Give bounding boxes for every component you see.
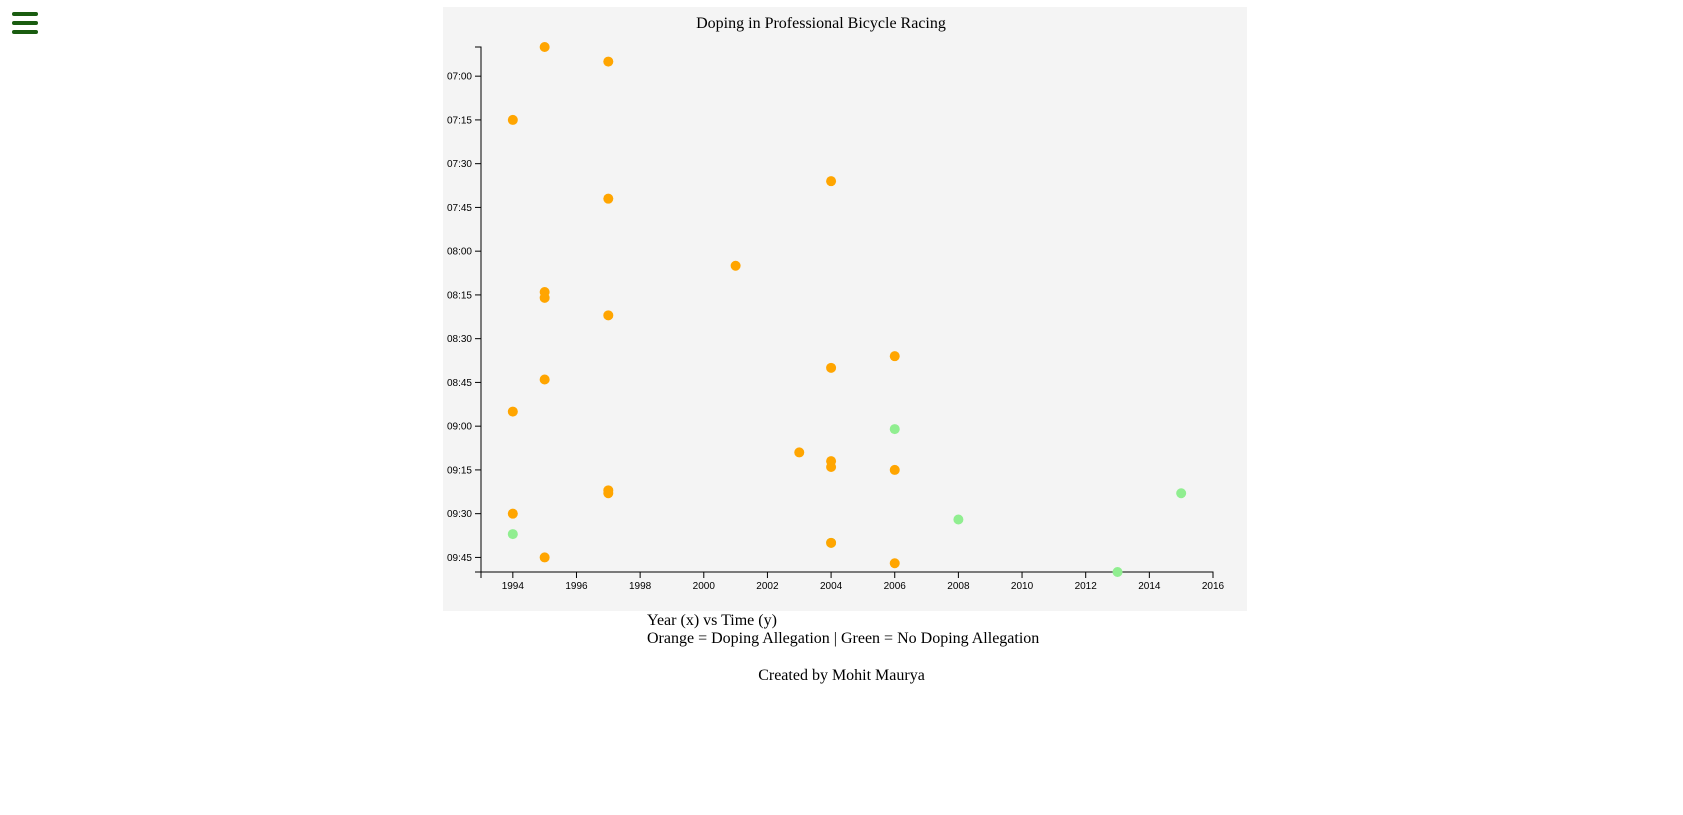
data-point-doping[interactable] [507,508,518,519]
data-point-doping[interactable] [603,56,614,67]
data-point-doping[interactable] [539,552,550,563]
x-tick-label: 2004 [820,581,843,592]
data-point-doping[interactable] [889,464,900,475]
hamburger-menu-icon[interactable] [12,12,38,34]
y-tick-label: 07:45 [447,203,472,214]
x-tick-label: 2002 [756,581,779,592]
data-point-no-doping[interactable] [1112,567,1123,577]
x-tick-label: 1994 [502,581,525,592]
y-tick-label: 08:00 [447,247,472,258]
y-tick-label: 07:15 [447,115,472,126]
data-point-doping[interactable] [603,310,614,321]
data-point-doping[interactable] [826,176,837,187]
x-tick-label: 2016 [1202,581,1225,592]
x-tick-label: 2012 [1075,581,1098,592]
credit-line: Created by Mohit Maurya [758,667,925,684]
x-axis-line [480,571,1214,578]
x-tick-label: 1996 [565,581,588,592]
y-tick-label: 08:45 [447,378,472,389]
x-tick-label: 2014 [1138,581,1161,592]
caption-axes: Year (x) vs Time (y) [647,612,777,629]
data-point-doping[interactable] [539,292,550,303]
data-point-doping[interactable] [826,362,837,373]
y-tick-label: 08:30 [447,334,472,345]
x-tick-label: 2010 [1011,581,1034,592]
y-tick-label: 09:45 [447,553,472,564]
y-tick-label: 09:30 [447,509,472,520]
data-point-doping[interactable] [826,537,837,548]
data-point-doping[interactable] [507,114,518,125]
chart-caption: Year (x) vs Time (y) Orange = Doping All… [647,612,1039,648]
data-point-doping[interactable] [507,406,518,417]
data-point-doping[interactable] [794,447,805,458]
menu-bar [12,12,38,16]
data-point-doping[interactable] [826,462,837,472]
y-axis-line [475,46,482,573]
data-point-no-doping[interactable] [507,529,518,540]
y-tick-label: 08:15 [447,290,472,301]
data-point-doping[interactable] [889,351,900,362]
data-points [507,42,1187,577]
data-point-no-doping[interactable] [889,424,900,435]
scatter-chart: Doping in Professional Bicycle Racing 19… [447,15,1225,592]
x-axis: 1994 1996 1998 2000 2002 2004 2006 2008 2010 2012… [480,571,1225,592]
data-point-no-doping[interactable] [953,514,964,525]
y-tick-label: 07:30 [447,159,472,170]
y-tick-label: 07:00 [447,72,472,83]
data-point-doping[interactable] [539,374,550,385]
x-tick-label: 2006 [884,581,907,592]
chart-panel: Doping in Professional Bicycle Racing 19… [443,7,1247,611]
data-point-doping[interactable] [539,42,550,52]
data-point-doping[interactable] [603,193,614,204]
data-point-doping[interactable] [730,260,741,271]
y-tick-label: 09:15 [447,465,472,476]
menu-bar [12,21,38,25]
x-tick-label: 2008 [947,581,970,592]
y-axis: 07:00 07:15 07:30 07:45 08:00 08:15 08:30 08:45… [447,46,482,573]
chart-title: Doping in Professional Bicycle Racing [696,15,946,32]
y-tick-label: 09:00 [447,422,472,433]
data-point-no-doping[interactable] [1176,488,1187,499]
data-point-doping[interactable] [889,558,900,569]
data-point-doping[interactable] [603,488,614,499]
x-tick-label: 1998 [629,581,652,592]
menu-bar [12,30,38,34]
x-tick-label: 2000 [693,581,716,592]
caption-legend: Orange = Doping Allegation | Green = No … [647,630,1040,647]
